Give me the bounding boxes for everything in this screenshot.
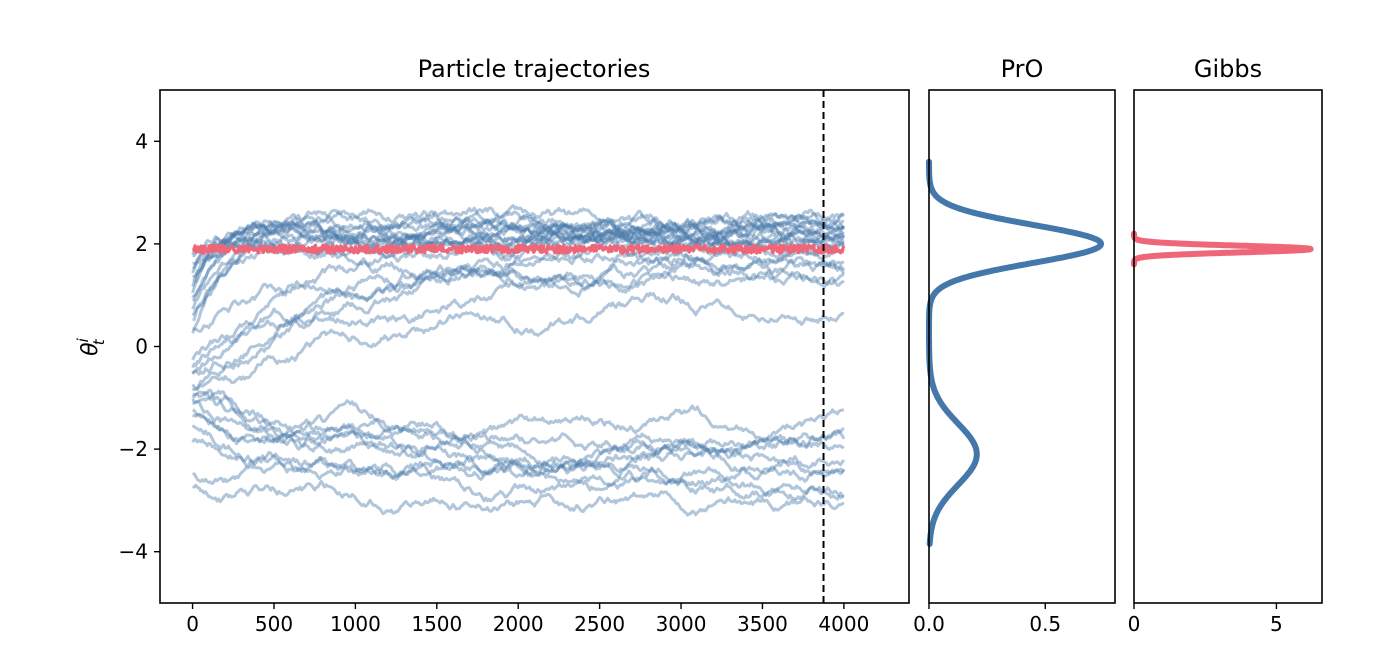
particle-trajectory — [191, 438, 845, 501]
trajectories-panel: Particle trajectories 0 500 1000 1500 2000 25… — [74, 55, 910, 636]
particle-trajectory — [191, 220, 845, 256]
y-tick-label: 2 — [135, 232, 148, 256]
trajectory-lines — [191, 204, 846, 517]
particle-trajectory — [191, 249, 845, 375]
gibbs-density-curve — [1131, 230, 1314, 268]
particle-trajectory — [191, 219, 845, 310]
x-tick-label: 3000 — [656, 612, 707, 636]
particle-trajectory — [191, 256, 846, 376]
x-tick-label: 1000 — [330, 612, 381, 636]
particle-trajectory — [192, 390, 845, 475]
particle-trajectory — [191, 408, 845, 473]
trajectories-title: Particle trajectories — [418, 55, 651, 83]
y-tick-label: 0 — [135, 335, 148, 359]
particle-trajectory — [191, 398, 846, 486]
particle-trajectory — [191, 206, 845, 288]
particle-trajectory — [191, 208, 846, 294]
y-axis-label-subscript: t — [90, 338, 108, 345]
particle-trajectory — [191, 424, 846, 481]
particle-trajectory — [191, 257, 845, 369]
particle-trajectory — [192, 479, 845, 517]
particle-trajectory — [191, 223, 845, 302]
y-axis-label-superscript: i — [74, 337, 92, 342]
gibbs-axes-frame — [1133, 89, 1323, 604]
particle-trajectory — [191, 412, 846, 479]
y-axis-label-theta: θ — [78, 342, 103, 356]
x-tick-label: 2500 — [574, 612, 625, 636]
particle-trajectory — [191, 291, 845, 391]
x-tick-label: 0 — [1128, 612, 1141, 636]
gibbs-trajectory — [191, 243, 846, 255]
pro-panel: PrO 0.0 0.5 — [913, 55, 1116, 636]
particle-trajectory — [191, 208, 846, 317]
x-tick-label: 0.0 — [913, 612, 945, 636]
particle-trajectory — [191, 388, 845, 445]
pro-density-curve — [926, 158, 1104, 547]
particle-trajectory — [192, 389, 846, 460]
y-tick-label: −4 — [119, 540, 148, 564]
gibbs-title: Gibbs — [1194, 55, 1262, 83]
x-tick-label: 5 — [1270, 612, 1283, 636]
x-tick-label: 1500 — [411, 612, 462, 636]
gibbs-trajectory-line — [191, 243, 846, 255]
pro-x-ticks: 0.0 0.5 — [913, 603, 1061, 636]
x-tick-label: 2000 — [493, 612, 544, 636]
particle-trajectory — [192, 456, 845, 503]
pro-title: PrO — [1001, 55, 1044, 83]
pro-axes-frame — [928, 89, 1116, 604]
trajectories-axes-frame — [159, 89, 910, 604]
trajectories-x-ticks: 0 500 1000 1500 2000 2500 3000 3500 4000 — [186, 603, 869, 636]
particle-trajectory — [191, 241, 845, 361]
particle-trajectory — [191, 240, 846, 392]
particle-trajectory — [192, 213, 845, 279]
y-axis-label: θit — [74, 337, 108, 355]
x-tick-label: 3500 — [737, 612, 788, 636]
x-tick-label: 4000 — [818, 612, 869, 636]
x-tick-label: 0 — [186, 612, 199, 636]
x-tick-label: 0.5 — [1029, 612, 1061, 636]
y-tick-label: 4 — [135, 129, 148, 153]
x-tick-label: 500 — [255, 612, 293, 636]
particle-trajectory — [192, 241, 846, 333]
y-tick-label: −2 — [119, 437, 148, 461]
trajectories-y-ticks: −4 −2 0 2 4 — [119, 129, 160, 564]
particle-trajectory — [191, 213, 846, 274]
